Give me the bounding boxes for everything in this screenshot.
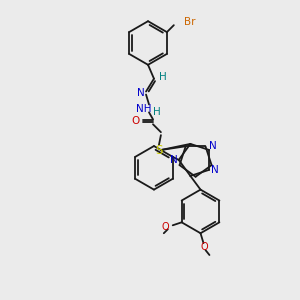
Text: H: H [153, 107, 161, 117]
Text: Br: Br [184, 17, 195, 27]
Text: O: O [162, 222, 169, 232]
Text: O: O [201, 242, 208, 252]
Text: N: N [209, 141, 217, 151]
Text: N: N [137, 88, 145, 98]
Text: H: H [159, 72, 167, 82]
Text: NH: NH [136, 104, 152, 114]
Text: S: S [155, 143, 163, 157]
Text: N: N [211, 165, 219, 175]
Text: O: O [131, 116, 139, 126]
Text: N: N [170, 155, 178, 165]
